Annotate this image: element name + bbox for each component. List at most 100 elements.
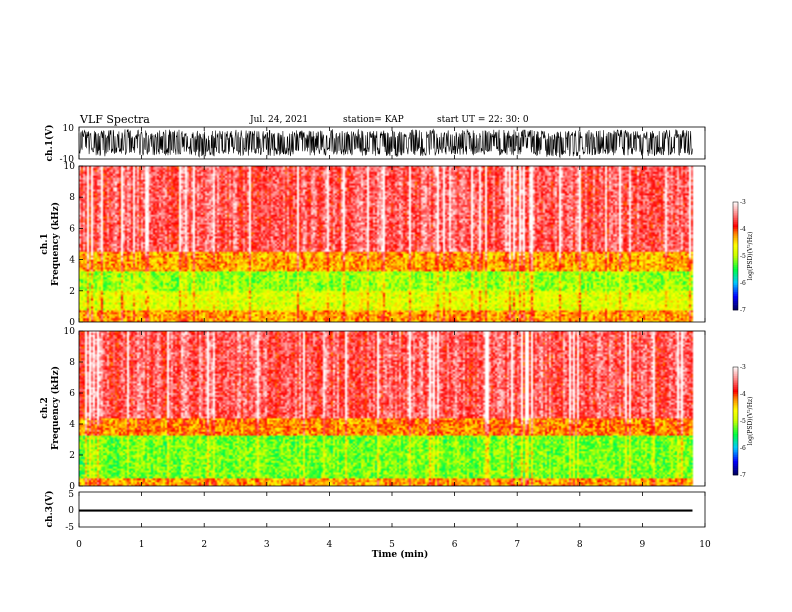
ch1-colorbar-segment	[733, 286, 738, 289]
ch2-colorbar-segment	[733, 379, 738, 382]
ch2-colorbar-label: log(PSD)(V²/Hz)	[747, 397, 754, 446]
ch1-spectrogram-ytick-label: 10	[64, 162, 76, 172]
ch1-colorbar-segment	[733, 214, 738, 217]
ch2-colorbar-segment	[733, 419, 738, 422]
ch2-spectrogram-ytick-label: 0	[69, 482, 75, 492]
ch1-colorbar-segment	[733, 252, 738, 255]
ch1-colorbar-segment	[733, 308, 738, 311]
ch1-colorbar-segment	[733, 293, 738, 296]
ch1-colorbar-segment	[733, 223, 738, 226]
ch2-spectrogram-ylabel-frequency: Frequency (kHz)	[50, 366, 61, 450]
ch2-colorbar-tick-label: -7	[740, 472, 746, 479]
ch2-colorbar-segment	[733, 446, 738, 449]
time-axis: 0 1 2 3 4 5 6 7 8 9 10	[76, 127, 711, 550]
ch2-colorbar-segment	[733, 448, 738, 451]
ch1-colorbar-segment	[733, 304, 738, 307]
ch1-colorbar-segment	[733, 283, 738, 286]
ch2-colorbar-segment	[733, 383, 738, 386]
ch2-colorbar-segment	[733, 444, 738, 447]
ch2-colorbar-segment	[733, 395, 738, 398]
time-axis-tick-label: 3	[264, 540, 270, 550]
ch2-colorbar-segment	[733, 372, 738, 375]
ch2-colorbar-segment	[733, 377, 738, 380]
ch2-colorbar-segment	[733, 397, 738, 400]
ch2-colorbar-tick-label: -3	[740, 364, 746, 371]
ch1-colorbar-segment	[733, 230, 738, 233]
ch2-colorbar-segment	[733, 386, 738, 389]
ch1-spectrogram-ytick-label: 6	[69, 224, 75, 234]
ch2-colorbar-segment	[733, 392, 738, 395]
ch3-waveform-panel: 5 0 -5 ch.3(V)	[44, 490, 706, 533]
ch2-colorbar-segment	[733, 471, 738, 474]
ch1-colorbar-tick-label: -4	[740, 226, 746, 233]
ch1-spectrogram-ytick-label: 8	[69, 193, 75, 203]
ch1-colorbar-segment	[733, 292, 738, 295]
ch3-ytick-mid: 0	[68, 506, 74, 516]
ch2-spectrogram-ylabel-channel: ch.2	[40, 397, 50, 418]
ch2-colorbar-segment	[733, 404, 738, 407]
ch1-ytick-bottom: -10	[60, 155, 75, 165]
ch2-spectrogram-ytick-label: 2	[69, 451, 75, 461]
ch2-colorbar-segment	[733, 401, 738, 404]
ch2-colorbar-segment	[733, 464, 738, 467]
ch1-colorbar-segment	[733, 234, 738, 237]
ch1-colorbar-segment	[733, 270, 738, 273]
ch2-colorbar-segment	[733, 370, 738, 373]
ch2-colorbar-segment	[733, 410, 738, 413]
ch1-spectrogram-ylabel-frequency: Frequency (kHz)	[50, 202, 61, 286]
ch2-colorbar-tick-label: -6	[740, 445, 746, 452]
ch2-colorbar-segment	[733, 376, 738, 379]
ch1-colorbar-segment	[733, 203, 738, 206]
ch1-colorbar-segment	[733, 227, 738, 230]
ch2-colorbar-tick-label: -4	[740, 391, 746, 398]
ch2-colorbar-segment	[733, 368, 738, 371]
ch2-spectrogram-yticks: 0 2 4 6 8 10	[64, 327, 83, 492]
ch1-colorbar-segment	[733, 272, 738, 275]
time-axis-tick-label: 2	[201, 540, 207, 550]
ch1-colorbar-segment	[733, 257, 738, 260]
ch2-colorbar-segment	[733, 374, 738, 377]
ch1-colorbar-tick-label: -5	[740, 253, 746, 260]
ch1-colorbar-segment	[733, 281, 738, 284]
time-axis-tick-label: 5	[389, 540, 395, 550]
ch1-colorbar-segment	[733, 239, 738, 242]
ch1-colorbar-segment	[733, 218, 738, 221]
ch2-colorbar-segment	[733, 424, 738, 427]
ch1-colorbar-segment	[733, 306, 738, 309]
ch1-colorbar-segment	[733, 243, 738, 246]
ch1-colorbar-segment	[733, 236, 738, 239]
ch1-colorbar-segment	[733, 241, 738, 244]
ch1-colorbar-segment	[733, 284, 738, 287]
ch1-waveform-panel: 10 -10 ch.1(V)	[44, 124, 706, 165]
ch2-colorbar-segment	[733, 449, 738, 452]
ch2-colorbar-segment	[733, 417, 738, 420]
ch2-colorbar-segment	[733, 399, 738, 402]
ch1-colorbar-segment	[733, 288, 738, 291]
ch1-colorbar-segment	[733, 211, 738, 214]
ch1-colorbar-segment	[733, 279, 738, 282]
ch2-colorbar-segment	[733, 458, 738, 461]
ch1-colorbar-segment	[733, 205, 738, 208]
ch1-colorbar-segment	[733, 268, 738, 271]
ch2-colorbar-segment	[733, 437, 738, 440]
ch1-colorbar-segment	[733, 245, 738, 248]
ch2-spectrogram-panel: 0 2 4 6 8 10 ch.2 Frequency (kHz)	[40, 327, 706, 492]
ch2-colorbar-segment	[733, 415, 738, 418]
ch2-colorbar-segment	[733, 462, 738, 465]
ch2-colorbar-segment	[733, 469, 738, 472]
ch2-colorbar-segment	[733, 403, 738, 406]
ch1-colorbar-tick-label: -7	[740, 307, 746, 314]
ch2-colorbar-segment	[733, 457, 738, 460]
ch2-colorbar-segment	[733, 385, 738, 388]
ch1-waveform-ylabel: ch.1(V)	[44, 125, 55, 162]
ch1-colorbar-segment	[733, 290, 738, 293]
ch2-spectrogram-ytick-label: 6	[69, 389, 75, 399]
ch2-spectrogram-ytick-label: 4	[69, 420, 75, 430]
ch1-colorbar-segment	[733, 229, 738, 232]
ch1-colorbar-segment	[733, 295, 738, 298]
ch1-colorbar-segment	[733, 265, 738, 268]
time-axis-label: Time (min)	[372, 549, 429, 560]
ch1-colorbar-segment	[733, 302, 738, 305]
ch2-colorbar: -3 -4 -5 -6 -7 log(PSD)(V²/Hz)	[732, 364, 754, 479]
time-axis-tick-label: 6	[452, 540, 458, 550]
